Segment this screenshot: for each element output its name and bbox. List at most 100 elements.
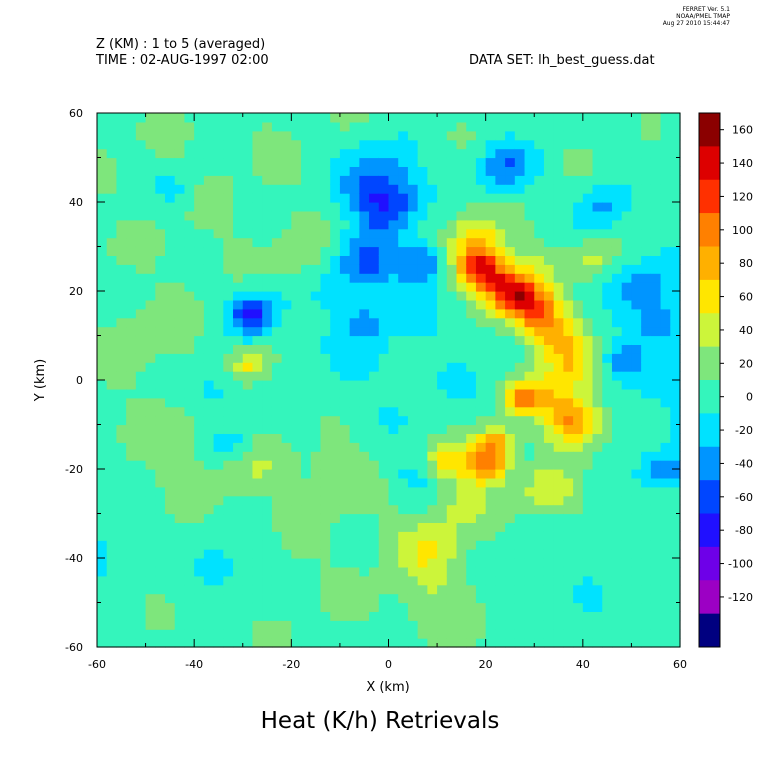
heatmap-cell (252, 202, 263, 212)
heatmap-cell (631, 273, 642, 283)
heatmap-cell (145, 442, 156, 452)
heatmap-cell (252, 593, 263, 604)
heatmap-cell (97, 175, 108, 185)
heatmap-cell (349, 522, 360, 532)
heatmap-cell (660, 486, 671, 497)
heatmap-cell (388, 193, 399, 203)
heatmap-cell (563, 477, 574, 488)
colorbar-label: 0 (746, 391, 753, 404)
heatmap-cell (378, 442, 390, 452)
heatmap-cell (524, 299, 535, 310)
heatmap-cell (320, 504, 331, 515)
heatmap-cell (592, 522, 603, 532)
heatmap-cell (495, 273, 506, 283)
heatmap-cell (437, 531, 448, 541)
heatmap-cell (271, 486, 283, 497)
heatmap-cell (621, 549, 633, 559)
heatmap-cell (417, 593, 428, 604)
heatmap-cell (485, 264, 496, 274)
heatmap-cell (407, 495, 419, 506)
heatmap-cell (155, 504, 166, 515)
heatmap-cell (456, 255, 467, 265)
heatmap-cell (97, 584, 108, 595)
heatmap-cell (223, 584, 234, 595)
heatmap-cell (475, 486, 487, 497)
heatmap-cell (155, 273, 166, 283)
heatmap-cell (621, 602, 633, 612)
heatmap-cell (339, 388, 351, 399)
heatmap-cell (660, 566, 671, 577)
heatmap-cell (106, 566, 118, 577)
heatmap-cell (524, 273, 535, 283)
heatmap-cell (641, 282, 652, 292)
heatmap-cell (262, 415, 273, 426)
heatmap-cell (271, 460, 283, 470)
heatmap-cell (475, 531, 487, 541)
heatmap-cell (602, 495, 613, 506)
heatmap-cell (320, 264, 331, 274)
heatmap-cell (194, 308, 205, 319)
heatmap-cell (203, 566, 215, 577)
heatmap-cell (106, 202, 118, 212)
heatmap-cell (631, 593, 642, 604)
heatmap-cell (106, 193, 118, 203)
heatmap-cell (301, 113, 312, 123)
heatmap-cell (349, 469, 360, 479)
heatmap-cell (203, 139, 215, 150)
heatmap-cell (427, 344, 438, 354)
heatmap-cell (310, 148, 322, 159)
heatmap-cell (592, 291, 603, 301)
heatmap-cell (97, 130, 108, 141)
heatmap-cell (641, 308, 652, 319)
heatmap-cell (398, 237, 409, 248)
heatmap-cell (320, 602, 331, 612)
heatmap-cell (485, 638, 496, 648)
heatmap-cell (456, 344, 467, 354)
heatmap-cell (281, 228, 292, 239)
heatmap-cell (660, 308, 671, 319)
heatmap-cell (203, 495, 215, 506)
heatmap-cell (174, 228, 186, 239)
heatmap-cell (553, 451, 564, 461)
heatmap-cell (495, 469, 506, 479)
heatmap-cell (349, 264, 360, 274)
heatmap-cell (631, 148, 642, 159)
heatmap-cell (641, 228, 652, 239)
heatmap-cell (339, 273, 351, 283)
heatmap-cell (524, 469, 535, 479)
heatmap-cell (213, 130, 224, 141)
heatmap-cell (271, 451, 283, 461)
heatmap-cell (165, 397, 176, 408)
heatmap-cell (174, 486, 186, 497)
heatmap-cell (194, 362, 205, 372)
heatmap-cell (456, 495, 467, 506)
heatmap-cell (427, 442, 438, 452)
heatmap-cell (233, 291, 244, 301)
heatmap-cell (592, 113, 603, 123)
heatmap-cell (592, 193, 603, 203)
heatmap-cell (262, 353, 273, 363)
heatmap-cell (320, 584, 331, 595)
heatmap-cell (126, 193, 137, 203)
heatmap-cell (446, 397, 458, 408)
heatmap-cell (126, 299, 137, 310)
heatmap-cell (534, 166, 545, 176)
heatmap-cell (602, 237, 613, 248)
heatmap-cell (135, 246, 147, 256)
heatmap-cell (650, 326, 662, 337)
heatmap-cell (388, 433, 399, 443)
heatmap-cell (135, 477, 147, 488)
heatmap-cell (359, 291, 370, 301)
heatmap-cell (97, 504, 108, 515)
heatmap-cell (524, 602, 535, 612)
heatmap-cell (456, 549, 467, 559)
heatmap-cell (631, 362, 642, 372)
heatmap-cell (126, 433, 137, 443)
heatmap-cell (106, 584, 118, 595)
heatmap-cell (553, 558, 564, 568)
heatmap-cell (203, 166, 215, 176)
heatmap-cell (456, 246, 467, 256)
heatmap-cell (116, 157, 127, 167)
heatmap-cell (369, 317, 380, 328)
heatmap-cell (291, 451, 302, 461)
